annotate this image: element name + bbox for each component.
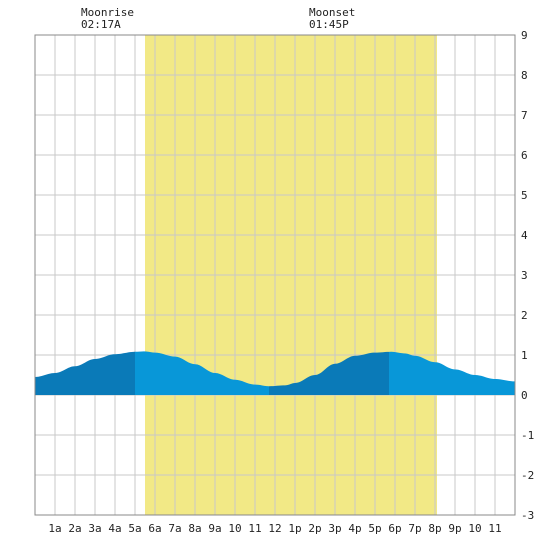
x-tick-label: 11 <box>248 522 261 535</box>
moonrise-time: 02:17A <box>81 18 121 31</box>
x-tick-label: 6a <box>148 522 161 535</box>
x-tick-label: 9p <box>448 522 461 535</box>
y-tick-label: 7 <box>521 109 528 122</box>
x-tick-label: 1a <box>48 522 61 535</box>
tide-area-segment <box>135 351 269 395</box>
x-tick-label: 10 <box>468 522 481 535</box>
x-tick-label: 9a <box>208 522 221 535</box>
tide-area-segment <box>35 351 135 395</box>
y-tick-label: 0 <box>521 389 528 402</box>
moonrise-label: Moonrise <box>81 6 134 19</box>
moonset-time: 01:45P <box>309 18 349 31</box>
x-tick-label: 2a <box>68 522 81 535</box>
moonset-label: Moonset <box>309 6 356 19</box>
x-tick-label: 12 <box>268 522 281 535</box>
y-tick-label: -1 <box>521 429 534 442</box>
x-tick-label: 8a <box>188 522 201 535</box>
x-tick-label: 6p <box>388 522 401 535</box>
y-tick-label: 1 <box>521 349 528 362</box>
y-tick-label: 3 <box>521 269 528 282</box>
y-tick-label: 6 <box>521 149 528 162</box>
y-tick-label: 5 <box>521 189 528 202</box>
y-tick-label: -2 <box>521 469 534 482</box>
x-tick-label: 10 <box>228 522 241 535</box>
x-tick-label: 3p <box>328 522 341 535</box>
plot-border <box>34 34 516 516</box>
x-tick-label: 8p <box>428 522 441 535</box>
x-tick-label: 7p <box>408 522 421 535</box>
y-tick-label: 8 <box>521 69 528 82</box>
y-tick-label: 2 <box>521 309 528 322</box>
x-tick-label: 7a <box>168 522 181 535</box>
x-tick-label: 4a <box>108 522 121 535</box>
y-tick-label: -3 <box>521 509 534 522</box>
x-tick-label: 5p <box>368 522 381 535</box>
x-tick-label: 4p <box>348 522 361 535</box>
tide-area-segment <box>269 351 389 395</box>
x-tick-label: 3a <box>88 522 101 535</box>
x-tick-label: 5a <box>128 522 141 535</box>
x-tick-label: 11 <box>488 522 501 535</box>
y-tick-label: 9 <box>521 29 528 42</box>
tide-area-segment <box>389 351 515 395</box>
y-tick-label: 4 <box>521 229 528 242</box>
x-tick-label: 1p <box>288 522 301 535</box>
x-tick-label: 2p <box>308 522 321 535</box>
